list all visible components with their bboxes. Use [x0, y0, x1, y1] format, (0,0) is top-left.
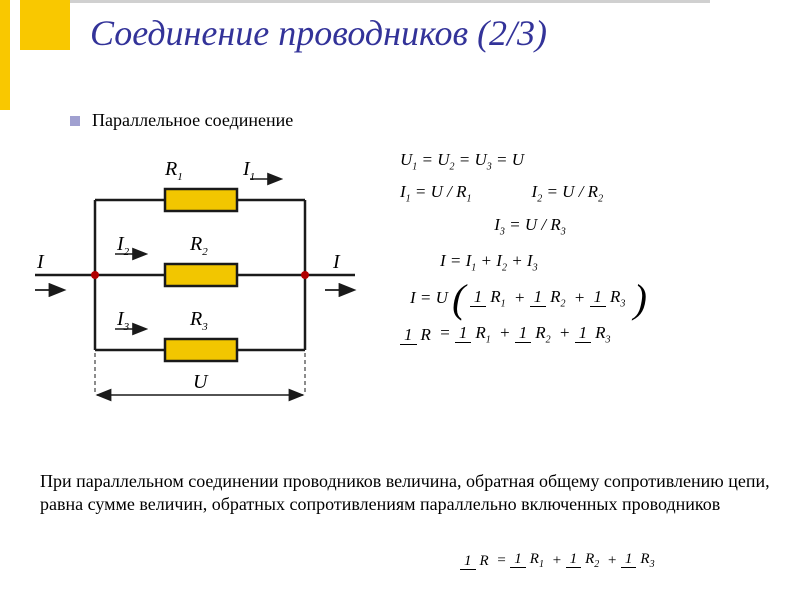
svg-text:I1: I1	[242, 158, 255, 183]
svg-text:I3: I3	[116, 308, 130, 333]
footer-formula: 1R = 1R1 + 1R2 + 1R3	[460, 552, 659, 570]
label-I-left: I	[36, 251, 45, 273]
formula-iu: I = U ( 1R1 + 1R2 + 1R3 )	[400, 288, 780, 310]
formula-i3: I3 = U / R3	[400, 215, 660, 237]
svg-text:I2: I2	[116, 233, 130, 258]
formula-block: U1 = U2 = U3 = U I1 = U / R1 I2 = U / R2…	[400, 150, 780, 355]
page-title: Соединение проводников (2/3)	[90, 12, 547, 54]
bullet-icon	[70, 116, 80, 126]
svg-text:R1: R1	[164, 158, 183, 183]
header-bar	[20, 0, 710, 3]
subtitle-row: Параллельное соединение	[70, 110, 293, 131]
formula-voltage: U1 = U2 = U3 = U	[400, 150, 780, 172]
svg-text:R3: R3	[189, 308, 208, 333]
subtitle: Параллельное соединение	[92, 110, 293, 131]
formula-currents-row: I1 = U / R1 I2 = U / R2	[400, 182, 780, 204]
body-text: При параллельном соединении проводников …	[40, 470, 770, 517]
svg-text:R2: R2	[189, 233, 208, 258]
formula-recip: 1R = 1R1 + 1R2 + 1R3	[400, 323, 780, 345]
circuit-diagram: I I R1 I1 I2 R2 I3 R3 U	[15, 155, 375, 435]
accent-box-top	[20, 0, 70, 50]
accent-bar-left	[0, 0, 10, 110]
label-I-right: I	[332, 251, 341, 273]
formula-kirchhoff: I = I1 + I2 + I3	[400, 251, 780, 273]
label-U: U	[193, 371, 209, 393]
